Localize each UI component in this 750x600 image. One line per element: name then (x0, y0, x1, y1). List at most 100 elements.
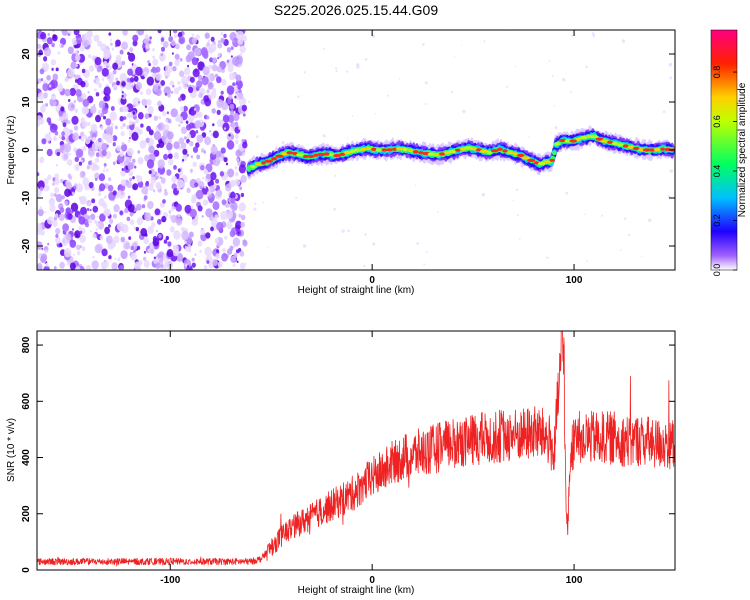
noise-speckle (132, 111, 136, 115)
noise-speckle (167, 131, 174, 140)
noise-speckle (143, 237, 149, 245)
noise-speckle (120, 88, 123, 92)
ridge-peak (612, 141, 619, 146)
noise-speckle (75, 54, 81, 62)
noise-speckle (126, 181, 132, 189)
ridge-peak (590, 135, 599, 139)
noise-speckle (141, 186, 149, 195)
noise-speckle (199, 249, 202, 253)
noise-speckle (104, 226, 110, 235)
noise-speckle (137, 180, 144, 188)
noise-speckle (214, 214, 219, 220)
noise-speckle (102, 169, 106, 173)
colorbar-label: Normalized spectral amplitude (737, 82, 748, 217)
noise-speckle (135, 227, 139, 232)
noise-speckle (49, 123, 58, 133)
noise-speckle (136, 175, 139, 179)
ridge-peak (296, 153, 305, 157)
noise-speckle (103, 195, 107, 199)
noise-speckle (201, 186, 209, 195)
noise-speckle (232, 56, 240, 66)
colorbar-ticks: 0.0 0.2 0.4 0.6 0.8 (712, 66, 737, 276)
ridge-peak (533, 161, 540, 165)
noise-speckle (229, 103, 235, 110)
noise-speckle (126, 147, 134, 157)
noise-speckle (57, 51, 61, 55)
ridge-peak (586, 134, 592, 138)
noise-speckle (87, 90, 90, 94)
noise-speckle (175, 43, 180, 50)
noise-speckle (96, 215, 99, 219)
noise-speckle (80, 137, 84, 142)
noise-speckle (119, 210, 124, 216)
noise-speckle (230, 197, 236, 204)
noise-speckle (70, 61, 77, 70)
ridge-peak (427, 152, 436, 156)
noise-speckle (37, 180, 45, 190)
noise-speckle (190, 155, 193, 159)
noise-speckle (60, 106, 65, 112)
noise-speckle (131, 85, 134, 88)
faint-speckle (461, 45, 463, 47)
noise-speckle (227, 248, 233, 255)
noise-speckle (156, 184, 162, 190)
noise-speckle (132, 176, 135, 180)
noise-speckle (160, 176, 163, 179)
noise-speckle (75, 64, 79, 68)
noise-speckle (144, 154, 150, 162)
noise-speckle (146, 125, 152, 132)
faint-speckle (514, 65, 516, 68)
noise-speckle (183, 67, 191, 76)
noise-speckle (189, 168, 193, 173)
noise-speckle (165, 64, 173, 74)
ridge-peak (434, 153, 440, 157)
noise-speckle (226, 140, 235, 150)
noise-speckle (165, 235, 169, 241)
noise-speckle (100, 112, 105, 118)
noise-speckle (143, 250, 147, 254)
faint-speckle (548, 60, 551, 62)
noise-speckle (172, 248, 180, 257)
ridge-layer (246, 125, 675, 180)
noise-speckle (74, 108, 79, 113)
noise-speckle (174, 59, 180, 67)
noise-speckle (55, 163, 59, 167)
noise-speckle (152, 55, 156, 59)
faint-speckle (669, 169, 673, 173)
noise-speckle (186, 44, 192, 51)
noise-speckle (170, 108, 178, 118)
noise-speckle (210, 36, 215, 42)
noise-speckle (127, 68, 133, 76)
ridge-peak (660, 147, 665, 151)
noise-speckle (137, 150, 141, 154)
spectrogram-x-label: Height of straight line (km) (298, 285, 415, 296)
noise-speckle (216, 150, 222, 158)
noise-speckle (155, 66, 161, 73)
noise-speckle (238, 213, 242, 218)
noise-speckle (121, 91, 124, 94)
noise-speckle (68, 175, 72, 180)
noise-speckle (234, 133, 239, 140)
noise-speckle (86, 165, 91, 170)
noise-speckle (40, 253, 48, 262)
faint-speckle (424, 103, 427, 105)
colorbar-gradient (710, 29, 738, 271)
noise-speckle (188, 114, 195, 123)
ridge-peak (371, 147, 377, 151)
noise-speckle (74, 164, 80, 171)
noise-speckle (150, 248, 155, 254)
noise-speckle (224, 127, 226, 130)
noise-speckle (230, 46, 234, 50)
noise-speckle (238, 92, 244, 100)
noise-speckle (52, 73, 59, 81)
noise-speckle (221, 79, 227, 86)
noise-speckle (78, 216, 86, 225)
noise-speckle (190, 205, 194, 209)
noise-speckle (98, 173, 106, 182)
noise-speckle (146, 76, 154, 86)
noise-speckle (95, 228, 99, 231)
noise-speckle (61, 135, 66, 141)
noise-speckle (121, 143, 128, 152)
faint-speckle (415, 184, 417, 186)
noise-speckle (240, 192, 245, 198)
